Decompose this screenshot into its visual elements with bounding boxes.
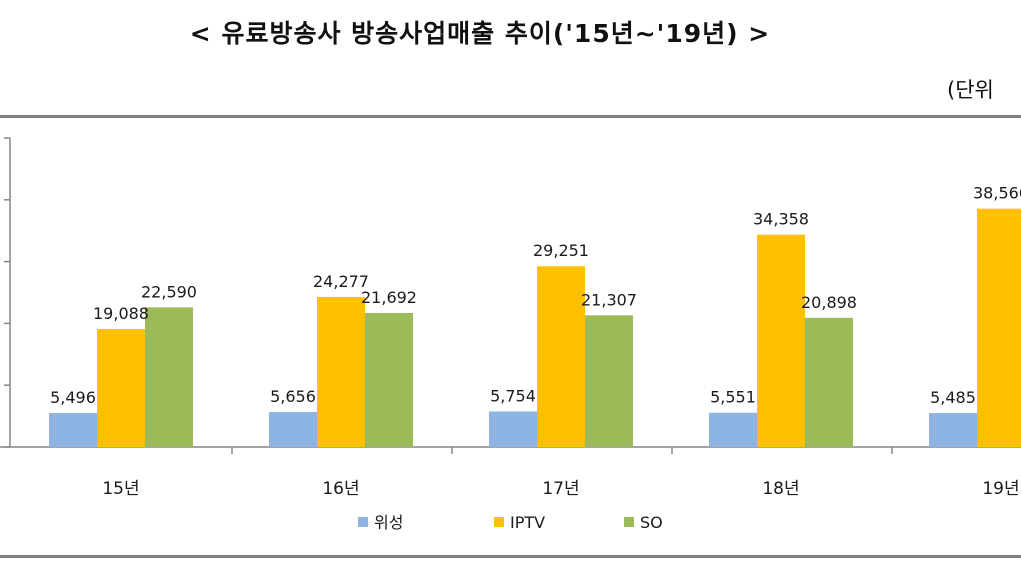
category-label-3: 18년 — [762, 479, 799, 499]
category-label-1: 16년 — [322, 479, 359, 499]
bar-2-1 — [365, 312, 413, 447]
value-label-2-1: 21,692 — [361, 288, 417, 307]
bar-1-4 — [977, 208, 1021, 447]
bar-1-3 — [757, 234, 805, 447]
value-label-1-4: 38,566 — [973, 184, 1021, 203]
bar-0-3 — [709, 412, 757, 447]
bar-0-2 — [489, 411, 537, 447]
value-label-0-2: 5,754 — [490, 386, 536, 405]
top-divider — [0, 115, 1021, 118]
bar-1-1 — [317, 296, 365, 447]
value-label-1-0: 19,088 — [93, 304, 149, 323]
legend-swatch-2 — [624, 517, 634, 527]
bar-2-2 — [585, 315, 633, 447]
value-label-2-0: 22,590 — [141, 282, 197, 301]
chart-title: < 유료방송사 방송사업매출 추이('15년~'19년) > — [189, 19, 771, 48]
value-label-0-0: 5,496 — [50, 388, 96, 407]
bar-1-2 — [537, 266, 585, 447]
value-label-1-3: 34,358 — [753, 210, 809, 229]
legend-label-2: SO — [640, 513, 663, 532]
bar-2-0 — [145, 307, 193, 447]
legend-swatch-1 — [494, 517, 504, 527]
category-label-2: 17년 — [542, 479, 579, 499]
value-label-0-3: 5,551 — [710, 388, 756, 407]
value-label-0-4: 5,485 — [930, 388, 976, 407]
value-label-2-3: 20,898 — [801, 293, 857, 312]
unit-label: (단위 — [947, 78, 994, 102]
bar-0-4 — [929, 413, 977, 447]
bar-0-0 — [49, 413, 97, 447]
bar-1-0 — [97, 329, 145, 447]
chart-value-labels: 5,496 5,656 5,754 5,551 5,485 19,088 24,277 29,… — [50, 184, 1021, 407]
legend-swatch-0 — [358, 517, 368, 527]
value-label-1-1: 24,277 — [313, 272, 369, 291]
chart-legend: 위성 IPTV SO — [358, 513, 663, 532]
category-label-0: 15년 — [102, 479, 139, 499]
value-label-2-2: 21,307 — [581, 290, 637, 309]
bar-0-1 — [269, 412, 317, 447]
legend-label-0: 위성 — [374, 513, 403, 532]
value-label-0-1: 5,656 — [270, 387, 316, 406]
chart-category-labels: 15년 16년 17년 18년 19년 — [102, 479, 1019, 499]
category-label-4: 19년 — [982, 479, 1019, 499]
value-label-1-2: 29,251 — [533, 241, 589, 260]
chart-bars — [49, 208, 1021, 447]
bottom-divider — [0, 555, 1021, 558]
legend-label-1: IPTV — [510, 513, 545, 532]
bar-2-3 — [805, 317, 853, 447]
